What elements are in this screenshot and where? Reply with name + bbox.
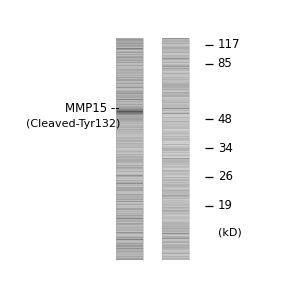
Text: MMP15 --: MMP15 -- — [65, 102, 120, 115]
Text: 19: 19 — [218, 199, 233, 212]
Text: (kD): (kD) — [218, 227, 242, 237]
Text: 48: 48 — [218, 113, 232, 126]
Text: 26: 26 — [218, 170, 233, 183]
Text: 34: 34 — [218, 142, 232, 154]
Text: (Cleaved-Tyr132): (Cleaved-Tyr132) — [26, 119, 120, 129]
Text: 85: 85 — [218, 57, 232, 70]
Text: 117: 117 — [218, 38, 240, 52]
